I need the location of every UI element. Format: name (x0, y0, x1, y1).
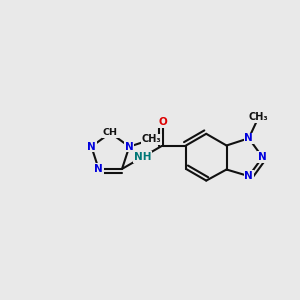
Text: N: N (258, 152, 267, 162)
Text: N: N (87, 142, 96, 152)
Text: CH: CH (103, 128, 118, 137)
Text: O: O (158, 117, 167, 127)
Text: N: N (125, 142, 134, 152)
Text: CH₃: CH₃ (142, 134, 161, 144)
Text: NH: NH (134, 152, 151, 162)
Text: N: N (244, 171, 253, 181)
Text: N: N (244, 133, 253, 143)
Text: CH₃: CH₃ (249, 112, 268, 122)
Text: N: N (94, 164, 103, 174)
